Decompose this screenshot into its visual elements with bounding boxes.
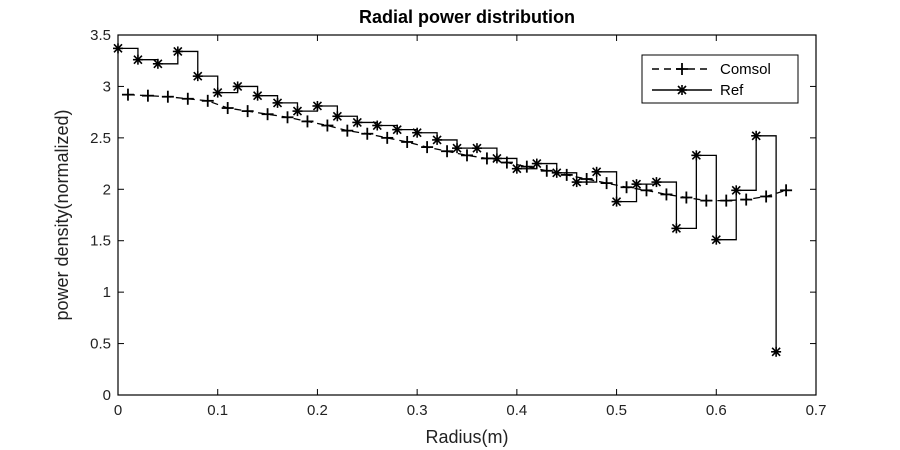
y-tick-label: 0 bbox=[103, 387, 111, 404]
comsol-point bbox=[361, 127, 374, 140]
x-tick-label: 0.7 bbox=[806, 402, 827, 419]
comsol-point bbox=[181, 92, 194, 105]
comsol-point bbox=[560, 168, 573, 181]
comsol-point bbox=[121, 88, 134, 101]
ref-point bbox=[172, 46, 183, 57]
comsol-point bbox=[520, 160, 533, 173]
comsol-point bbox=[421, 141, 434, 154]
ref-point bbox=[511, 163, 522, 174]
y-tick-label: 3.5 bbox=[90, 27, 111, 44]
comsol-point bbox=[161, 90, 174, 103]
plot-frame bbox=[117, 34, 817, 396]
comsol-point bbox=[261, 108, 274, 121]
comsol-point bbox=[141, 89, 154, 102]
comsol-point bbox=[600, 177, 613, 190]
y-tick-label: 1.5 bbox=[90, 233, 111, 250]
ref-point bbox=[132, 54, 143, 65]
comsol-point bbox=[401, 135, 414, 148]
x-tick-label: 0.1 bbox=[207, 402, 228, 419]
ref-point bbox=[232, 81, 243, 92]
comsol-point bbox=[540, 164, 553, 177]
y-tick-label: 0.5 bbox=[90, 336, 111, 353]
ref-point bbox=[332, 111, 343, 122]
comsol-point bbox=[381, 131, 394, 144]
x-tick-label: 0.6 bbox=[706, 402, 727, 419]
ref-point bbox=[611, 196, 622, 207]
ref-point bbox=[691, 150, 702, 161]
ref-point bbox=[631, 179, 642, 190]
comsol-point bbox=[620, 181, 633, 194]
ref-point bbox=[212, 87, 223, 98]
legend-ref-label: Ref bbox=[720, 82, 744, 99]
x-tick-label: 0.4 bbox=[506, 402, 527, 419]
ref-point bbox=[491, 153, 502, 164]
y-tick-label: 1 bbox=[103, 284, 111, 301]
comsol-point bbox=[740, 193, 753, 206]
ref-series-line bbox=[118, 47, 777, 352]
axes: 0 0.1 0.2 0.3 0.4 0.5 0.6 0.7 0 0.5 1 1.5 2 2.5 3 3.5 bbox=[90, 27, 826, 419]
ref-point bbox=[771, 346, 782, 357]
ref-point bbox=[292, 106, 303, 117]
legend-comsol-label: Comsol bbox=[720, 61, 771, 78]
ref-point bbox=[392, 124, 403, 135]
chart-title: Radial power distribution bbox=[359, 7, 575, 27]
comsol-point bbox=[480, 152, 493, 165]
ref-point bbox=[312, 100, 323, 111]
ref-point bbox=[471, 143, 482, 154]
comsol-point bbox=[321, 119, 334, 132]
comsol-point bbox=[441, 145, 454, 158]
y-tick-label: 3 bbox=[103, 78, 111, 95]
ref-point bbox=[152, 58, 163, 69]
comsol-point bbox=[700, 194, 713, 207]
ref-point bbox=[352, 117, 363, 128]
comsol-point bbox=[221, 102, 234, 115]
comsol-point bbox=[201, 94, 214, 107]
comsol-point bbox=[301, 115, 314, 128]
comsol-point bbox=[720, 194, 733, 207]
comsol-point bbox=[461, 149, 473, 162]
comsol-point bbox=[760, 190, 773, 203]
ref-point bbox=[651, 177, 662, 188]
comsol-point bbox=[241, 105, 254, 118]
x-tick-label: 0.2 bbox=[307, 402, 328, 419]
comsol-point bbox=[281, 111, 294, 124]
ref-point bbox=[731, 185, 742, 196]
ref-point bbox=[372, 120, 383, 131]
ref-point bbox=[551, 167, 562, 178]
comsol-point bbox=[500, 156, 513, 169]
comsol-series-line bbox=[127, 94, 787, 202]
ref-point bbox=[531, 158, 542, 169]
ref-point bbox=[671, 223, 682, 234]
comsol-point bbox=[580, 173, 593, 185]
x-tick-label: 0.3 bbox=[407, 402, 428, 419]
ref-point bbox=[711, 234, 722, 245]
comsol-point bbox=[660, 188, 673, 201]
legend-comsol-marker bbox=[676, 63, 688, 75]
legend-ref-marker bbox=[677, 85, 687, 95]
ref-point bbox=[591, 166, 602, 177]
comsol-point bbox=[680, 191, 693, 204]
ref-point bbox=[192, 71, 203, 82]
x-tick-label: 0.5 bbox=[606, 402, 627, 419]
plot-area bbox=[113, 43, 793, 357]
x-tick-label: 0 bbox=[114, 402, 122, 419]
y-tick-label: 2 bbox=[103, 181, 111, 198]
legend: Comsol Ref bbox=[641, 54, 799, 104]
ref-point bbox=[432, 134, 443, 145]
y-tick-label: 2.5 bbox=[90, 130, 111, 147]
ref-point bbox=[751, 130, 762, 141]
ref-point bbox=[571, 177, 582, 188]
comsol-point bbox=[780, 184, 793, 197]
comsol-point bbox=[341, 124, 354, 137]
ref-point bbox=[252, 90, 263, 101]
ref-point bbox=[272, 97, 283, 108]
ref-point bbox=[412, 127, 423, 138]
y-axis-label: power density(normalized) bbox=[52, 109, 72, 320]
ref-point bbox=[452, 143, 463, 154]
x-axis-label: Radius(m) bbox=[425, 427, 508, 447]
comsol-point bbox=[640, 184, 653, 197]
legend-box bbox=[641, 54, 799, 104]
